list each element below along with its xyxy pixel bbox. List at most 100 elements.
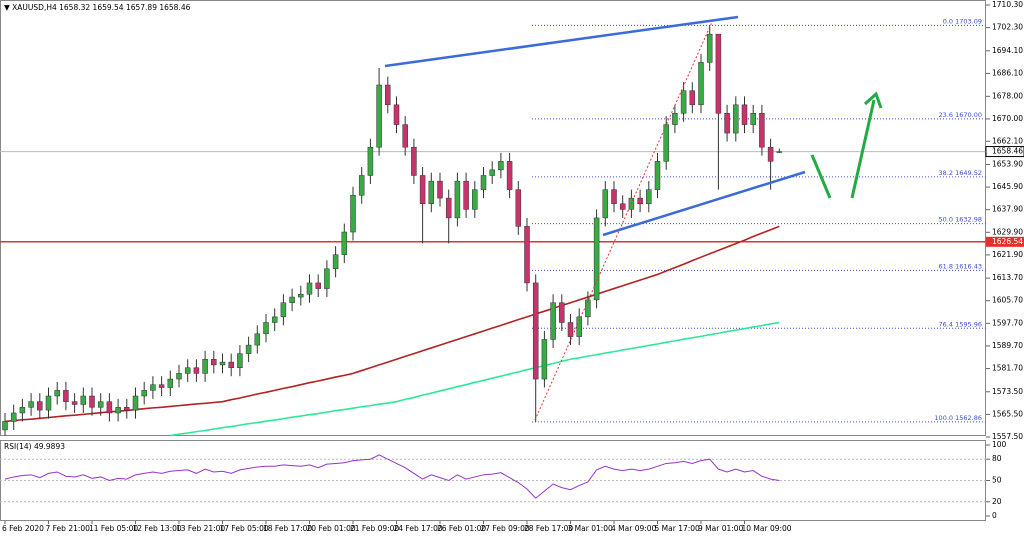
candle-body xyxy=(202,359,208,374)
x-tick-label: 17 Feb 05:00 xyxy=(220,524,269,533)
candle-body xyxy=(498,161,504,171)
candle-body xyxy=(733,104,739,134)
y-tick-label: 1597.70 xyxy=(992,318,1023,327)
rsi-value: 49.9893 xyxy=(34,442,65,451)
rsi-tick-label: 50 xyxy=(992,476,1002,485)
fib-label: 38.2 1649.52 xyxy=(939,169,982,177)
candle-body xyxy=(428,180,435,205)
candle-body xyxy=(350,195,356,233)
current-price-label: 1658.46 xyxy=(992,147,1023,156)
candle-body xyxy=(419,175,426,205)
candle-body xyxy=(89,395,95,408)
fib-level: 61.8 xyxy=(939,262,953,270)
moving-average xyxy=(4,225,780,423)
candle-body xyxy=(28,401,34,408)
candle-body xyxy=(2,421,8,431)
candle-body xyxy=(132,395,139,411)
y-tick-label: 1589.70 xyxy=(992,341,1023,350)
candle-body xyxy=(176,373,182,380)
candle-body xyxy=(637,197,643,205)
candle-body xyxy=(184,367,191,374)
fib-level: 0.0 xyxy=(943,17,953,25)
candle-body xyxy=(211,359,217,366)
candle-body xyxy=(115,407,121,414)
fib-price: 1703.09 xyxy=(955,17,982,25)
rsi-tick-label: 100 xyxy=(992,440,1007,449)
x-tick-label: 26 Feb 01:00 xyxy=(437,524,486,533)
candle-body xyxy=(376,84,382,148)
candle-body xyxy=(698,62,704,106)
candle-body xyxy=(532,282,539,380)
fib-label: 23.6 1670.00 xyxy=(939,111,982,119)
fib-label: 0.0 1703.09 xyxy=(943,17,982,25)
candle-body xyxy=(646,189,652,205)
candle-body xyxy=(254,333,261,346)
candle-body xyxy=(611,189,617,205)
candle-body xyxy=(619,203,626,210)
fib-label: 76.4 1595.96 xyxy=(939,320,982,328)
trendline xyxy=(384,15,739,68)
fib-price: 1649.52 xyxy=(955,169,982,177)
candle-body xyxy=(715,33,722,114)
quote: 1658.46 xyxy=(159,3,190,12)
x-tick-label: 13 Feb 21:00 xyxy=(176,524,225,533)
x-tick-label: 18 Feb 17:00 xyxy=(263,524,312,533)
candle-body xyxy=(524,226,530,284)
candle-body xyxy=(54,390,60,397)
candle-body xyxy=(106,401,113,414)
candle-body xyxy=(367,146,374,176)
candle-body xyxy=(358,175,365,196)
level-tag xyxy=(986,236,1024,247)
header: ▼ XAUUSD,H4 1658.32 1659.54 1657.89 1658… xyxy=(4,3,191,12)
y-tick-label: 1653.90 xyxy=(992,159,1023,168)
candle-body xyxy=(689,90,696,106)
candle-body xyxy=(280,302,287,318)
fib-price: 1616.43 xyxy=(955,262,982,270)
y-tick-label: 1645.90 xyxy=(992,182,1023,191)
candle-body xyxy=(10,412,17,422)
candle-body xyxy=(585,299,591,318)
candle-body xyxy=(602,189,609,219)
candle-body xyxy=(306,282,313,295)
fib-label: 61.8 1616.43 xyxy=(939,262,982,270)
candle-body xyxy=(237,353,243,368)
y-tick-label: 1694.10 xyxy=(992,46,1023,55)
symbol: XAUUSD,H4 xyxy=(12,3,57,12)
y-tick-label: 1662.10 xyxy=(992,136,1023,145)
y-tick-label: 1678.00 xyxy=(992,91,1023,100)
fib-level: 50.0 xyxy=(939,216,953,224)
candle-body xyxy=(341,231,348,255)
candle-body xyxy=(193,367,200,374)
candle-body xyxy=(141,390,147,397)
rsi-tick-label: 20 xyxy=(992,497,1002,506)
rsi-line xyxy=(4,454,780,499)
y-tick-label: 1686.10 xyxy=(992,68,1023,77)
candle-body xyxy=(97,401,104,408)
candle-body xyxy=(506,161,513,190)
candle-body xyxy=(489,169,495,176)
y-tick-label: 1710.30 xyxy=(992,0,1023,9)
rsi-header: RSI(14) 49.9893 xyxy=(4,442,65,451)
rsi-tick-label: 80 xyxy=(992,454,1002,463)
fib-level: 38.2 xyxy=(939,169,953,177)
fib-label: 50.0 1632.98 xyxy=(939,216,982,224)
candle-body xyxy=(559,302,565,323)
trendline xyxy=(602,170,806,237)
candle-body xyxy=(37,401,43,411)
candle-body xyxy=(654,161,661,190)
candle-body xyxy=(776,151,783,153)
candle-body xyxy=(393,104,400,125)
candle-body xyxy=(45,395,52,411)
candle-body xyxy=(515,189,522,227)
y-tick-label: 1670.00 xyxy=(992,114,1023,123)
candle-body xyxy=(741,104,748,125)
candle-body xyxy=(750,113,756,125)
level-label: 1626.54 xyxy=(992,237,1023,246)
candle-body xyxy=(245,344,252,354)
candle-body xyxy=(672,113,678,125)
candle-body xyxy=(663,124,669,162)
candle-body xyxy=(445,197,452,219)
arrow xyxy=(810,91,883,199)
candle-body xyxy=(271,316,278,323)
x-tick-label: 21 Feb 09:00 xyxy=(350,524,399,533)
